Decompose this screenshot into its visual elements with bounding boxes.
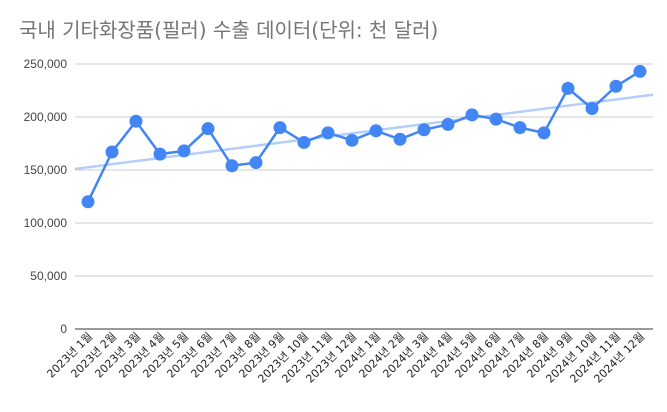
data-point[interactable] — [249, 156, 263, 170]
data-point[interactable] — [105, 145, 119, 159]
data-point[interactable] — [297, 135, 311, 149]
data-point[interactable] — [441, 117, 455, 131]
data-point[interactable] — [489, 112, 503, 126]
y-tick-label: 200,000 — [24, 110, 68, 124]
data-point[interactable] — [609, 79, 623, 93]
data-point[interactable] — [225, 159, 239, 173]
data-point[interactable] — [273, 121, 287, 135]
data-point[interactable] — [129, 114, 143, 128]
data-point[interactable] — [321, 126, 335, 140]
data-point[interactable] — [585, 102, 599, 116]
y-tick-label: 150,000 — [24, 163, 68, 177]
data-series — [81, 64, 647, 209]
data-point[interactable] — [153, 147, 167, 161]
data-point[interactable] — [201, 122, 215, 136]
data-point[interactable] — [177, 144, 191, 158]
y-tick-label: 250,000 — [24, 57, 68, 71]
gridlines — [75, 63, 653, 330]
y-tick-label: 50,000 — [30, 269, 67, 283]
data-point[interactable] — [513, 121, 527, 135]
data-point[interactable] — [633, 64, 647, 78]
chart-title: 국내 기타화장품(필러) 수출 데이터(단위: 천 달러) — [19, 18, 439, 42]
data-point[interactable] — [537, 126, 551, 140]
data-point[interactable] — [369, 124, 383, 138]
data-point[interactable] — [465, 108, 479, 122]
y-tick-label: 100,000 — [24, 216, 68, 230]
data-point[interactable] — [561, 81, 575, 95]
series-line — [86, 70, 641, 203]
y-axis-labels: 0 50,000 100,000 150,000 200,000 250,000 — [24, 57, 68, 336]
data-point[interactable] — [393, 132, 407, 146]
data-point[interactable] — [417, 123, 431, 137]
data-point[interactable] — [81, 195, 95, 209]
data-point[interactable] — [345, 133, 359, 147]
y-tick-label: 0 — [60, 322, 67, 336]
